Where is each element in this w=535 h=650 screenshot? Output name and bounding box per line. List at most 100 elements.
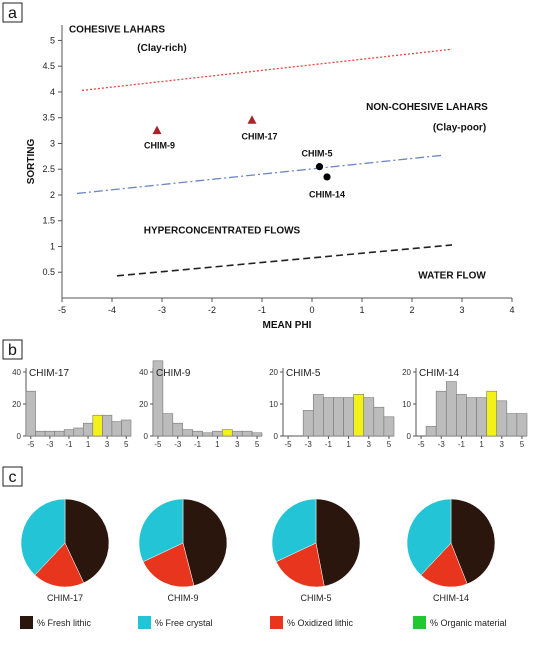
hist-bar xyxy=(182,429,193,437)
hist-bar xyxy=(353,394,365,437)
region-label: (Clay-poor) xyxy=(433,123,486,134)
legend-item: % Fresh lithic xyxy=(20,616,92,629)
hist-y-tick-label: 20 xyxy=(402,368,411,377)
point-label: CHIM-9 xyxy=(144,141,175,151)
hist-bar xyxy=(363,397,375,437)
hist-x-tick-label: 1 xyxy=(86,440,91,449)
point-label: CHIM-17 xyxy=(241,131,277,141)
scatter-plot: -5 -4 -3 -2 -1 0 1 2 3 4 0.5 1 1.5 2 2.5 3 3.5 4 4.5 5 COHE… xyxy=(26,25,515,331)
hist-y-tick-label: 10 xyxy=(269,400,278,409)
y-tick-label: 5 xyxy=(50,35,55,45)
legend-swatch xyxy=(413,616,426,629)
x-tick-label: -3 xyxy=(158,305,166,315)
y-tick-label: 3 xyxy=(50,138,55,148)
y-tick-label: 0.5 xyxy=(42,267,55,277)
point-marker xyxy=(315,163,324,171)
x-tick-label: 3 xyxy=(459,305,464,315)
x-axis-label: MEAN PHI xyxy=(263,320,312,331)
pie-chim-14: CHIM-14 xyxy=(406,498,496,603)
hist-y-tick-label: 10 xyxy=(402,400,411,409)
hist-x-tick-label: 3 xyxy=(235,440,240,449)
hist-bar xyxy=(516,413,528,437)
pie-label: CHIM-14 xyxy=(433,593,469,603)
legend-item: % Organic material xyxy=(413,616,507,629)
legend-item: % Oxidized lithic xyxy=(270,616,354,629)
hist-x-tick-label: 3 xyxy=(500,440,505,449)
hist-x-tick-label: 3 xyxy=(105,440,110,449)
pie-chim-9: CHIM-9 xyxy=(138,498,228,603)
hist-x-tick-label: -1 xyxy=(325,440,333,449)
hist-bar xyxy=(73,427,84,437)
hist-bar xyxy=(373,406,385,437)
hist-bar xyxy=(35,430,46,437)
hist-bar xyxy=(476,397,487,437)
hist-bar xyxy=(435,390,447,437)
hist-bar xyxy=(192,430,203,437)
hist-bar xyxy=(212,430,223,437)
hist-y-tick-label: 0 xyxy=(144,432,149,441)
pie-slice xyxy=(64,498,110,584)
hist-x-tick-label: -1 xyxy=(65,440,73,449)
pie-label: CHIM-5 xyxy=(301,593,332,603)
pie-slice xyxy=(275,542,325,588)
x-tick-label: 4 xyxy=(509,305,514,315)
hist-x-tick-label: 3 xyxy=(367,440,372,449)
legend-swatch xyxy=(20,616,33,629)
hist-y-tick-label: 0 xyxy=(274,432,279,441)
hist-bar xyxy=(312,394,324,437)
legend-swatch xyxy=(138,616,151,629)
hist-y-tick-label: 0 xyxy=(17,432,22,441)
trend-line-0 xyxy=(81,48,453,92)
hist-x-tick-label: -5 xyxy=(284,440,292,449)
hist-y-tick-label: 0 xyxy=(407,432,412,441)
pie-chim-17: CHIM-17 xyxy=(20,498,110,603)
scatter-axes: -5 -4 -3 -2 -1 0 1 2 3 4 0.5 1 1.5 2 2.5 3 3.5 4 4.5 5 xyxy=(42,25,515,315)
y-tick-label: 3.5 xyxy=(42,113,55,123)
hist-bar xyxy=(92,414,103,437)
region-label: WATER FLOW xyxy=(418,270,486,281)
pie-slice xyxy=(142,542,195,588)
hist-bar xyxy=(82,422,94,437)
histogram-title: CHIM-9 xyxy=(156,368,191,379)
hist-bar xyxy=(466,397,477,437)
hist-x-tick-label: 5 xyxy=(520,440,525,449)
panel-label-c-text: c xyxy=(9,469,17,486)
y-tick-label: 2 xyxy=(50,190,55,200)
x-tick-label: -4 xyxy=(108,305,116,315)
hist-bar xyxy=(383,416,395,437)
legend-label: % Organic material xyxy=(430,618,507,628)
legend-swatch xyxy=(270,616,283,629)
hist-x-tick-label: -3 xyxy=(438,440,446,449)
point-marker xyxy=(152,125,162,135)
hist-bar xyxy=(251,432,263,437)
hist-bar xyxy=(302,410,314,437)
hist-bar xyxy=(425,426,437,437)
histogram-chim-9: 0 20 40 -5 -3 -1 1 3 5 CHIM-9 xyxy=(139,360,263,449)
y-tick-label: 2.5 xyxy=(42,164,55,174)
pie-charts: CHIM-17 CHIM-9 CHIM-5 CHIM-14 xyxy=(20,498,496,603)
scatter-lines xyxy=(76,48,453,277)
hist-bar xyxy=(456,394,467,437)
x-tick-label: -2 xyxy=(208,305,216,315)
pie-slice xyxy=(20,498,66,576)
hist-x-tick-label: 1 xyxy=(346,440,351,449)
hist-y-tick-label: 20 xyxy=(139,400,148,409)
scatter-points: CHIM-9 CHIM-17 CHIM-5 CHIM-14 xyxy=(144,115,345,200)
point-marker xyxy=(247,115,257,124)
hist-y-tick-label: 20 xyxy=(12,400,21,409)
trend-line-2 xyxy=(116,244,453,277)
hist-y-tick-label: 40 xyxy=(139,368,148,377)
histogram-title: CHIM-14 xyxy=(419,368,459,379)
hist-x-tick-label: 1 xyxy=(215,440,220,449)
panel-label-a: a xyxy=(2,2,23,23)
hist-bar xyxy=(44,430,55,437)
pie-chim-5: CHIM-5 xyxy=(271,498,361,603)
region-label: COHESIVE LAHARS xyxy=(69,25,165,36)
pie-label: CHIM-9 xyxy=(168,593,199,603)
x-tick-label: 2 xyxy=(409,305,414,315)
point-label: CHIM-14 xyxy=(309,190,345,200)
hist-bar xyxy=(486,390,498,437)
hist-x-tick-label: -1 xyxy=(194,440,202,449)
legend-item: % Free crystal xyxy=(138,616,213,629)
